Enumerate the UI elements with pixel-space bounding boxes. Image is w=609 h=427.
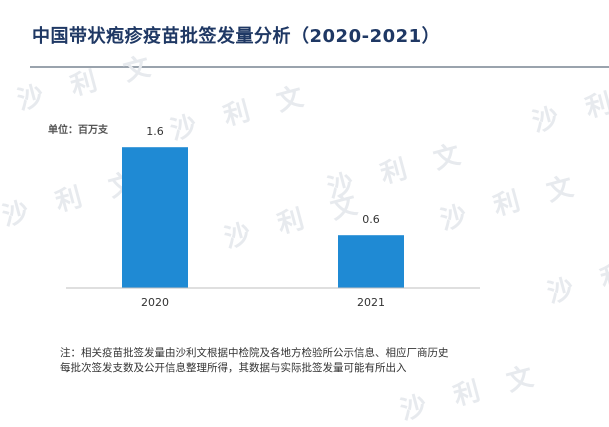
footnote: 注：相关疫苗批签发量由沙利文根据中检院及各地方检验所公示信息、相应厂商历史 每批…	[60, 346, 449, 376]
bar	[338, 235, 404, 288]
x-tick-label: 2021	[357, 296, 385, 309]
bar-chart: 1.6 2020 0.6 2021	[66, 125, 480, 309]
data-label: 1.6	[146, 125, 164, 138]
bar	[122, 147, 188, 288]
title-divider	[30, 66, 609, 68]
footnote-line: 注：相关疫苗批签发量由沙利文根据中检院及各地方检验所公示信息、相应厂商历史	[60, 347, 449, 359]
data-label: 0.6	[362, 213, 380, 226]
footnote-line: 每批次签发支数及公开信息整理所得，其数据与实际批签发量可能有所出入	[60, 362, 407, 374]
x-tick-label: 2020	[141, 296, 169, 309]
chart-title: 中国带状疱疹疫苗批签发量分析（2020-2021）	[32, 26, 441, 47]
unit-label: 单位：百万支	[48, 125, 108, 136]
